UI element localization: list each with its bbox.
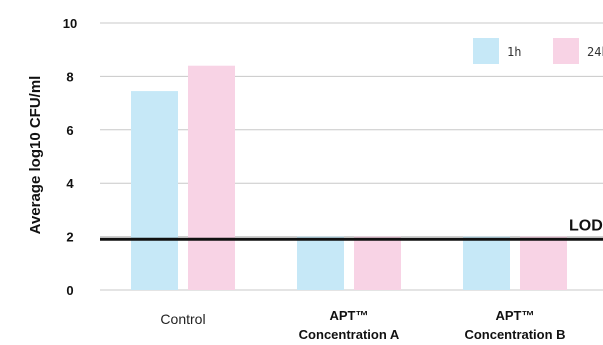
category-label-line2: Concentration A <box>299 327 400 342</box>
y-tick-label: 2 <box>66 230 73 245</box>
y-tick-label: 0 <box>66 283 73 298</box>
bar-1h-0 <box>131 91 178 291</box>
y-tick-label: 4 <box>66 176 74 191</box>
y-axis-title: Average log10 CFU/ml <box>27 76 44 235</box>
lod-label: LOD <box>569 217 603 234</box>
legend-swatch-24h <box>553 38 579 64</box>
bar-24h-2 <box>520 236 567 290</box>
legend-label-1h: 1h <box>507 45 521 59</box>
y-tick-label: 8 <box>66 69 73 84</box>
y-tick-label: 6 <box>66 123 73 138</box>
bars <box>131 65 567 291</box>
bar-1h-1 <box>297 236 344 290</box>
x-axis-categories: Control APT™ Concentration A APT™ Concentrat… <box>160 308 565 342</box>
legend-label-24h: 24h <box>587 45 603 59</box>
gridlines <box>100 22 603 291</box>
y-tick-label: 10 <box>63 16 77 31</box>
bar-24h-0 <box>188 65 235 290</box>
legend-swatch-1h <box>473 38 499 64</box>
category-label: Control <box>160 311 205 327</box>
y-axis-ticks: 0 2 4 6 8 10 <box>63 16 77 298</box>
reference-line-group: LOD <box>100 217 603 241</box>
legend: 1h 24h <box>473 38 603 64</box>
category-label-line1: APT™ <box>496 308 535 323</box>
category-label-line2: Concentration B <box>464 327 565 342</box>
bar-1h-2 <box>463 236 510 290</box>
category-label-line1: APT™ <box>330 308 369 323</box>
bar-24h-1 <box>354 236 401 290</box>
